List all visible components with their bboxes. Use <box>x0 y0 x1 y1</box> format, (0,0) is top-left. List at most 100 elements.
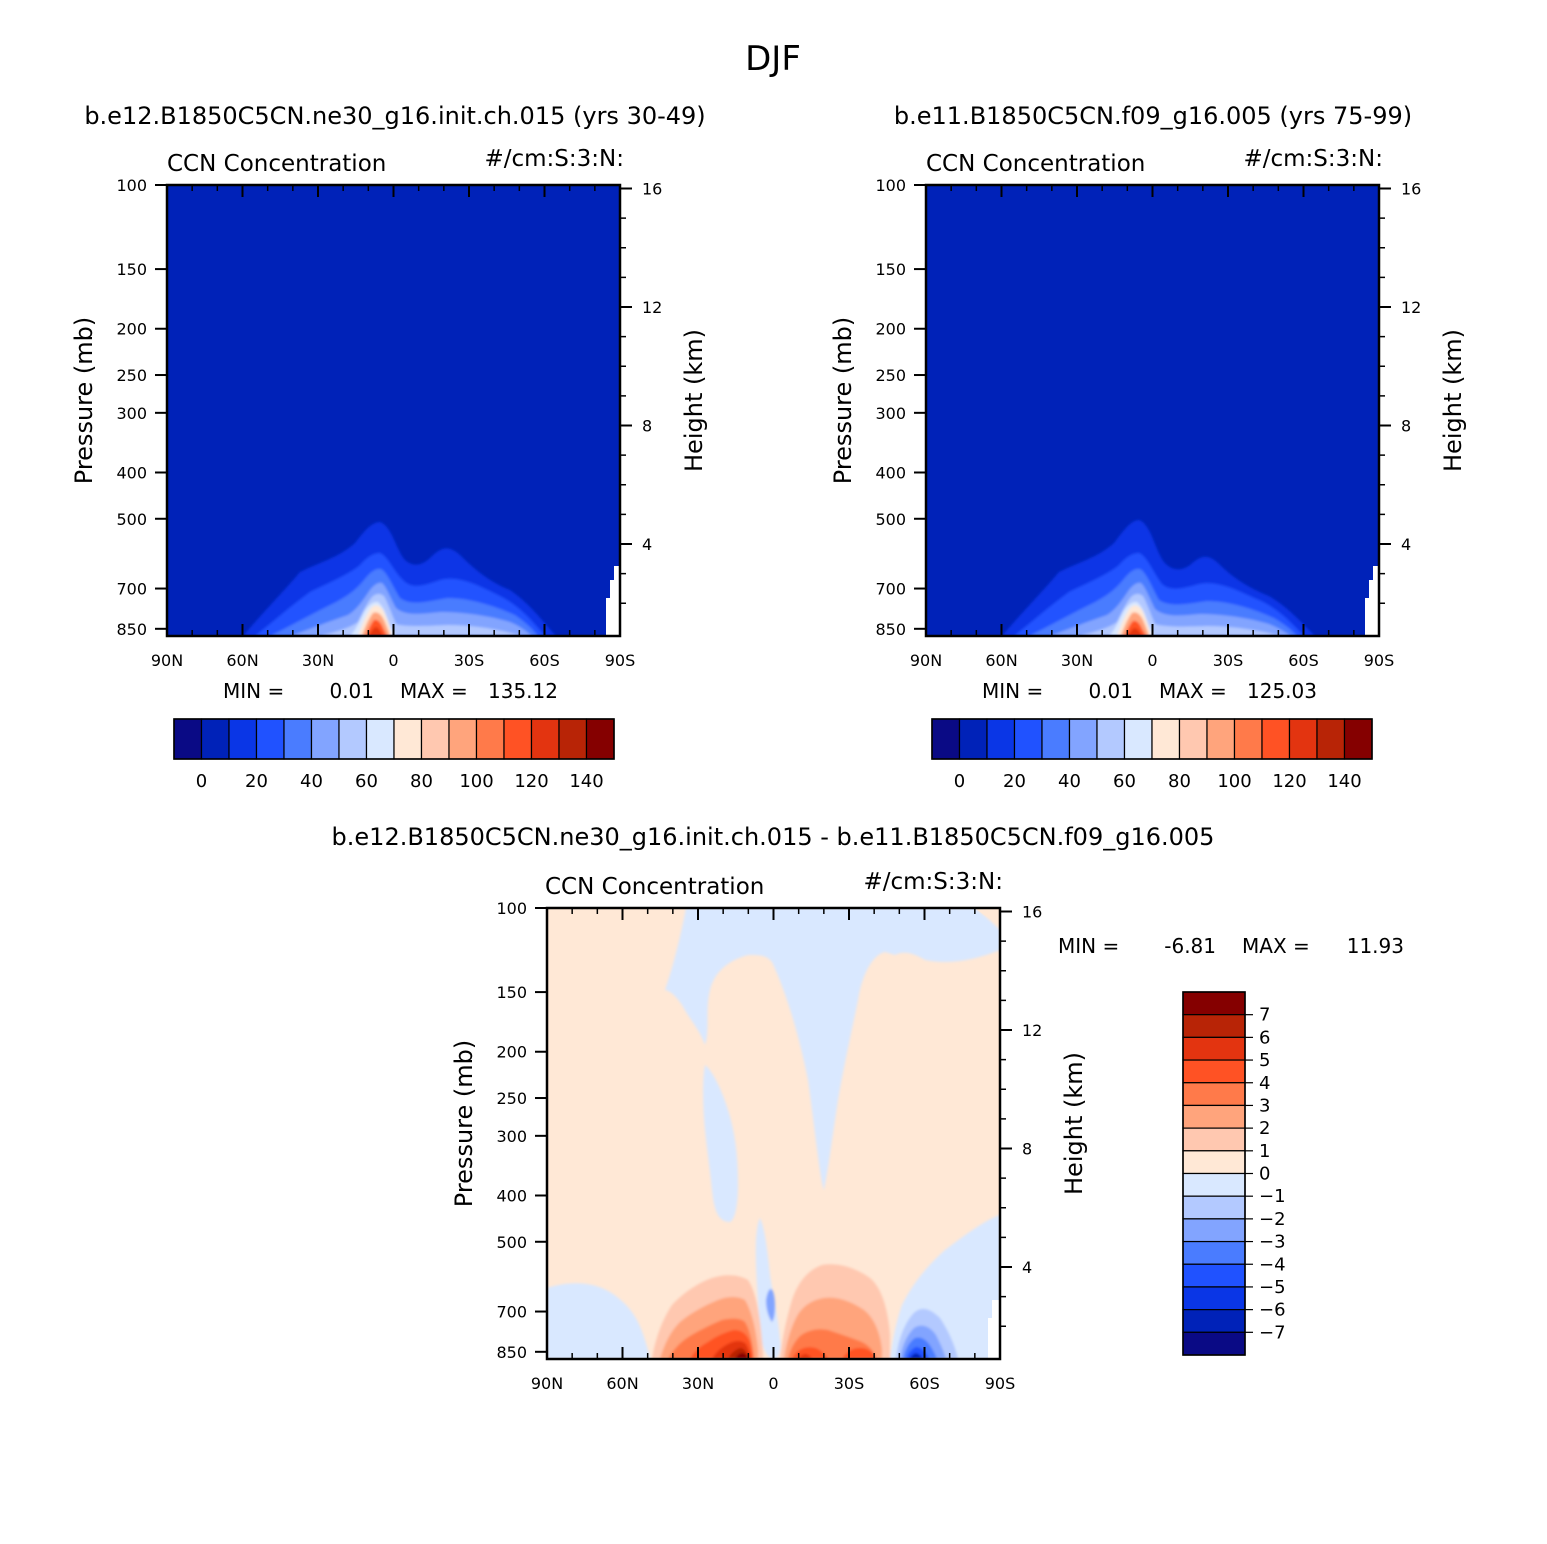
panel-c-colorbar-box <box>1182 1286 1246 1311</box>
panel-a-y-tick-label: 700 <box>116 580 147 599</box>
panel-a-y-tick-label: 850 <box>116 620 147 639</box>
panel-b-colorbar-box <box>1261 718 1291 760</box>
panel-b-max-value: 125.03 <box>1247 679 1317 703</box>
panel-a-ylabel-right: Height (km) <box>680 329 708 472</box>
panel-c-colorbar-label: −6 <box>1259 1300 1286 1321</box>
panel-c-y-tick-label: 150 <box>496 983 527 1002</box>
panel-c-colorbar-label: 4 <box>1259 1073 1270 1094</box>
panel-b-y-tick-label: 700 <box>875 580 906 599</box>
panel-a-title: b.e12.B1850C5CN.ne30_g16.init.ch.015 (yr… <box>84 102 705 130</box>
panel-b-colorbar-label: 20 <box>1003 771 1026 792</box>
panel-a-colorbar-box <box>338 718 368 760</box>
panel-b-colorbar-box <box>1013 718 1043 760</box>
panel-c-x-tick-label: 30S <box>834 1374 865 1393</box>
panel-c-colorbar-label: 7 <box>1259 1005 1270 1026</box>
panel-c-y2-tick-label: 8 <box>1022 1140 1032 1159</box>
panel-c-colorbar-label: 0 <box>1259 1164 1270 1185</box>
panel-c-colorbar-label: 1 <box>1259 1141 1270 1162</box>
panel-b-ylabel: Pressure (mb) <box>829 317 857 484</box>
panel-a-min-label: MIN = <box>223 679 284 703</box>
panel-a-x-tick-label: 90S <box>605 651 636 670</box>
panel-b-colorbar-box <box>986 718 1016 760</box>
panel-b-y-tick-label: 200 <box>875 320 906 339</box>
panel-a-y-tick-label: 200 <box>116 320 147 339</box>
panel-a-right-string: #/cm:S:3:N: <box>484 146 624 172</box>
panel-c-colorbar-box <box>1182 1263 1246 1288</box>
panel-a-x-tick-label: 30S <box>454 651 485 670</box>
panel-b-y-tick-label: 250 <box>875 366 906 385</box>
panel-c-y2-tick-label: 12 <box>1022 1021 1042 1040</box>
panel-a-colorbar-label: 40 <box>300 771 323 792</box>
panel-c-ylabel-right: Height (km) <box>1060 1052 1088 1195</box>
panel-b-colorbar-label: 100 <box>1217 771 1251 792</box>
panel-c-y-tick-label: 700 <box>496 1303 527 1322</box>
panel-a-colorbar-box <box>475 718 505 760</box>
panel-b-colorbar-box <box>958 718 988 760</box>
panel-b-plot-area <box>926 185 1379 636</box>
panel-a-left-string: CCN Concentration <box>167 151 386 177</box>
panel-a-colorbar-box <box>365 718 395 760</box>
panel-b-colorbar-box <box>1233 718 1263 760</box>
panel-c-min-value: -6.81 <box>1164 934 1216 958</box>
panel-a-colorbar-box <box>255 718 285 760</box>
panel-c-colorbar-label: −5 <box>1259 1277 1286 1298</box>
panel-c-colorbar-box <box>1182 1059 1246 1084</box>
panel-b-y2-tick-label: 4 <box>1401 535 1411 554</box>
panel-a-colorbar-box <box>310 718 340 760</box>
panel-c-colorbar-box <box>1182 1036 1246 1061</box>
panel-c-ylabel: Pressure (mb) <box>450 1040 478 1207</box>
panel-b-y2-tick-label: 16 <box>1401 179 1421 198</box>
panel-a-colorbar-label: 60 <box>355 771 378 792</box>
panel-c-colorbar-box <box>1182 1172 1246 1197</box>
panel-c-colorbar-box <box>1182 1240 1246 1265</box>
panel-c-colorbar-box <box>1182 1331 1246 1356</box>
panel-b-x-tick-label: 0 <box>1147 651 1157 670</box>
panel-a-plot-area <box>167 185 620 636</box>
panel-b-y-tick-label: 850 <box>875 620 906 639</box>
figure-title: DJF <box>745 39 801 79</box>
panel-a-colorbar-frame <box>173 718 615 760</box>
panel-c-colorbar-label: 3 <box>1259 1095 1270 1116</box>
panel-c-y-tick-label: 200 <box>496 1043 527 1062</box>
panel-a-y-tick-label: 500 <box>116 510 147 529</box>
panel-b-colorbar-box <box>1288 718 1318 760</box>
panel-c-colorbar-box <box>1182 991 1246 1016</box>
panel-b-ylabel-right: Height (km) <box>1439 329 1467 472</box>
panel-a-colorbar-label: 120 <box>514 771 548 792</box>
panel-c-x-tick-label: 90N <box>531 1374 563 1393</box>
panel-c-y2-tick-label: 4 <box>1022 1258 1032 1277</box>
panel-a-colorbar-box <box>393 718 423 760</box>
panel-a-y2-tick-label: 8 <box>642 417 652 436</box>
panel-c-y-tick-label: 500 <box>496 1233 527 1252</box>
panel-c-colorbar-box <box>1182 1104 1246 1129</box>
panel-c-y-tick-label: 400 <box>496 1186 527 1205</box>
panel-c-colorbar-label: 6 <box>1259 1027 1270 1048</box>
panel-c-colorbar-label: 5 <box>1259 1050 1270 1071</box>
panel-b-max-label: MAX = <box>1159 679 1227 703</box>
panel-b-y-tick-label: 500 <box>875 510 906 529</box>
panel-b-colorbar-box <box>1178 718 1208 760</box>
panel-c-y-tick-label: 850 <box>496 1343 527 1362</box>
panel-b-y2-tick-label: 8 <box>1401 417 1411 436</box>
panel-a-colorbar-box <box>420 718 450 760</box>
panel-c-y-tick-label: 250 <box>496 1089 527 1108</box>
panel-c-title: b.e12.B1850C5CN.ne30_g16.init.ch.015 - b… <box>332 823 1215 851</box>
panel-b-y-tick-label: 100 <box>875 176 906 195</box>
panel-a-colorbar-label: 20 <box>245 771 268 792</box>
panel-a-x-tick-label: 0 <box>388 651 398 670</box>
panel-c-x-tick-label: 60S <box>909 1374 940 1393</box>
panel-c-x-tick-label: 30N <box>682 1374 714 1393</box>
panel-a-y-tick-label: 400 <box>116 463 147 482</box>
panel-b-colorbar-label: 120 <box>1272 771 1306 792</box>
panel-b-x-tick-label: 30N <box>1061 651 1093 670</box>
panel-a-x-tick-label: 30N <box>302 651 334 670</box>
panel-b-y-tick-label: 400 <box>875 463 906 482</box>
panel-c-max-value: 11.93 <box>1347 934 1404 958</box>
panel-c: b.e12.B1850C5CN.ne30_g16.init.ch.015 - b… <box>332 823 1404 1393</box>
panel-a-max-label: MAX = <box>400 679 468 703</box>
panel-b-x-tick-label: 60N <box>985 651 1017 670</box>
panel-a-y-tick-label: 300 <box>116 404 147 423</box>
panel-c-colorbar-box <box>1182 1195 1246 1220</box>
panel-a-colorbar-box <box>283 718 313 760</box>
